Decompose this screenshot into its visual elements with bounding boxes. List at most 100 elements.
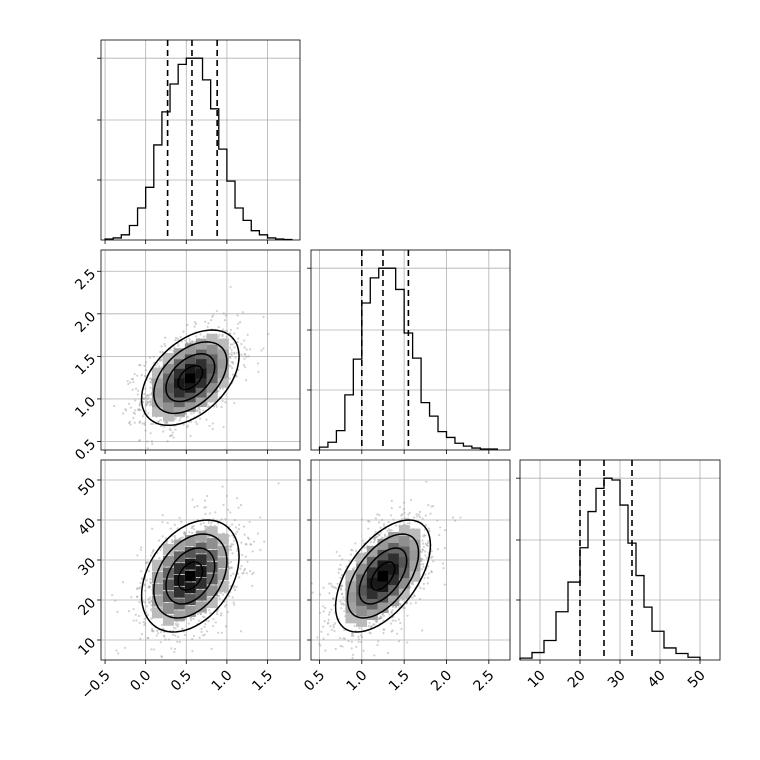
scatter-point xyxy=(375,620,379,623)
scatter-point xyxy=(259,516,262,519)
scatter-point xyxy=(201,615,205,618)
density-cell xyxy=(195,367,207,379)
scatter-point xyxy=(129,381,132,384)
scatter-point xyxy=(186,323,189,327)
scatter-point xyxy=(373,654,376,657)
scatter-point xyxy=(146,636,149,640)
scatter-point xyxy=(218,333,221,336)
scatter-point xyxy=(160,655,164,659)
scatter-point xyxy=(228,377,231,380)
scatter-point xyxy=(151,627,154,631)
density-cell xyxy=(206,362,218,374)
density-panel xyxy=(296,480,462,667)
scatter-point xyxy=(190,617,193,620)
scatter-point xyxy=(174,622,177,625)
scatter-point xyxy=(193,505,196,509)
scatter-point xyxy=(219,387,222,390)
scatter-point xyxy=(324,649,327,652)
scatter-point xyxy=(148,356,152,359)
x-tick-label: 1.5 xyxy=(249,667,276,694)
scatter-point xyxy=(191,341,194,344)
scatter-point xyxy=(319,644,322,647)
scatter-point xyxy=(374,619,377,623)
scatter-point xyxy=(196,612,200,616)
scatter-point xyxy=(232,586,235,589)
density-cell xyxy=(184,570,196,582)
scatter-point xyxy=(327,621,330,624)
density-cell xyxy=(151,386,163,398)
contour-line xyxy=(358,547,408,605)
scatter-point xyxy=(225,494,229,498)
scatter-point xyxy=(399,602,402,606)
scatter-point xyxy=(422,563,425,566)
scatter-point xyxy=(222,312,225,315)
scatter-point xyxy=(430,570,433,573)
scatter-point xyxy=(123,646,127,649)
scatter-point xyxy=(170,433,174,437)
scatter-point xyxy=(387,520,390,524)
scatter-point xyxy=(178,640,181,643)
x-tick-label: 2.0 xyxy=(428,667,455,694)
scatter-point xyxy=(138,586,142,589)
density-cell xyxy=(162,555,174,567)
scatter-point xyxy=(203,499,207,502)
scatter-point xyxy=(197,619,201,622)
density-cell xyxy=(184,353,196,365)
scatter-point xyxy=(390,499,393,502)
density-cell xyxy=(206,585,218,597)
scatter-point xyxy=(128,422,131,425)
scatter-point xyxy=(378,617,381,620)
scatter-point xyxy=(132,380,135,383)
density-cell xyxy=(184,546,196,558)
scatter-point xyxy=(244,366,247,369)
scatter-point xyxy=(117,652,120,655)
scatter-point xyxy=(367,625,371,628)
scatter-point xyxy=(157,632,160,635)
scatter-point xyxy=(420,568,424,571)
scatter-point xyxy=(229,584,232,588)
scatter-point xyxy=(188,531,191,534)
scatter-point xyxy=(202,409,205,412)
scatter-point xyxy=(212,405,216,408)
scatter-point xyxy=(331,597,335,600)
density-cell xyxy=(366,545,378,557)
scatter-point xyxy=(409,498,413,501)
density-cell xyxy=(184,381,196,393)
scatter-point xyxy=(161,350,164,354)
scatter-point xyxy=(135,595,139,598)
scatter-point xyxy=(169,434,172,437)
scatter-point xyxy=(223,591,226,594)
scatter-point xyxy=(206,494,209,498)
scatter-point xyxy=(202,521,205,525)
scatter-point xyxy=(407,513,410,516)
scatter-point xyxy=(139,581,142,585)
scatter-point xyxy=(240,353,243,356)
scatter-point xyxy=(427,572,431,575)
scatter-point xyxy=(430,505,433,508)
contour-line xyxy=(140,329,240,427)
scatter-point xyxy=(249,348,252,351)
density-cell xyxy=(151,571,163,583)
scatter-point xyxy=(303,648,305,650)
scatter-point xyxy=(373,537,377,540)
scatter-point xyxy=(296,665,298,667)
scatter-point xyxy=(228,548,231,551)
scatter-point xyxy=(339,568,342,571)
scatter-point xyxy=(354,542,357,545)
scatter-point xyxy=(459,516,462,519)
scatter-point xyxy=(165,421,168,424)
scatter-point xyxy=(149,380,152,383)
scatter-point xyxy=(233,401,236,405)
scatter-point xyxy=(209,611,212,614)
scatter-point xyxy=(202,335,205,338)
scatter-point xyxy=(145,561,148,564)
scatter-point xyxy=(145,611,148,614)
scatter-point xyxy=(220,612,223,615)
scatter-point xyxy=(184,532,187,535)
scatter-point xyxy=(339,600,342,603)
scatter-point xyxy=(236,326,239,330)
scatter-point xyxy=(192,617,195,620)
scatter-point xyxy=(179,417,182,420)
scatter-point xyxy=(198,410,201,414)
scatter-point xyxy=(368,520,371,523)
